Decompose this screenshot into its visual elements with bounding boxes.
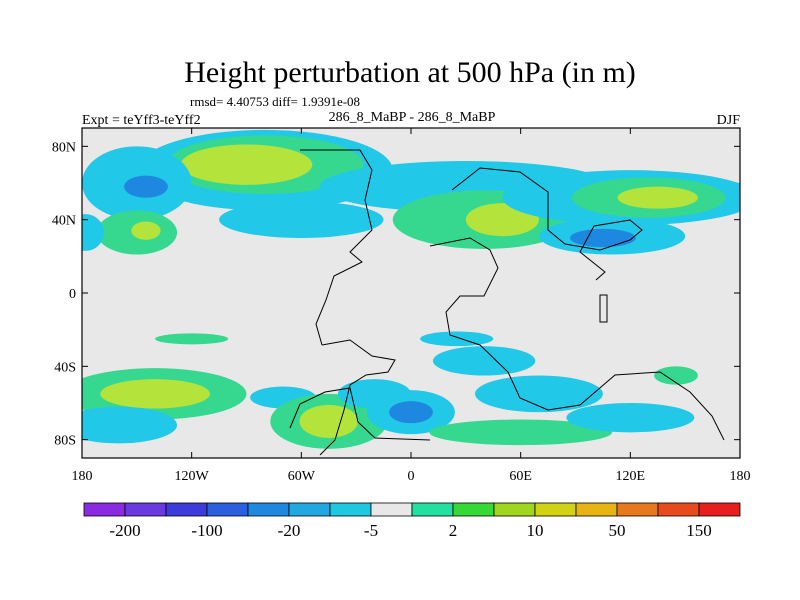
colorbar-label-4: 2 (449, 521, 458, 540)
colorbar-swatch-3 (206, 502, 249, 517)
colorbar-swatch-1 (124, 502, 167, 517)
colorbar-label-7: 150 (686, 521, 712, 540)
anomaly-region-20 (155, 333, 229, 345)
colorbar-swatch-8 (411, 502, 454, 517)
colorbar-swatch-9 (452, 502, 495, 517)
anomaly-region-14 (617, 186, 698, 209)
x-tick-label-1: 120W (175, 469, 210, 484)
colorbar-swatch-4 (247, 502, 290, 517)
anomaly-region-4 (124, 175, 168, 198)
y-axis: 80N 40N 0 40S 80S (52, 140, 740, 449)
x-tick-label-0: 180 (72, 469, 93, 484)
colorbar-label-5: 10 (527, 521, 544, 540)
x-tick-label-5: 120E (616, 469, 646, 484)
height-field (82, 129, 740, 449)
experiment-label: Expt = teYff3-teYff2 (82, 113, 201, 128)
x-tick-label-6: 180 (730, 469, 751, 484)
anomaly-region-5 (219, 201, 384, 239)
colorbar-swatch-10 (493, 502, 536, 517)
anomaly-region-26 (389, 401, 433, 424)
stats-line: rmsd= 4.40753 diff= 1.9391e-08 (190, 94, 360, 109)
colorbar-swatch-0 (83, 502, 126, 517)
anomaly-region-18 (100, 379, 210, 409)
x-tick-label-2: 60W (288, 469, 316, 484)
anomaly-region-7 (131, 221, 161, 240)
anomaly-region-8 (82, 214, 104, 251)
coastline-north-america (300, 149, 373, 346)
colorbar-swatch-6 (329, 502, 372, 517)
anomaly-region-16 (570, 228, 636, 248)
anomaly-region-23 (299, 404, 358, 438)
colorbar-label-6: 50 (609, 521, 626, 540)
y-tick-label-3: 40S (54, 360, 76, 375)
colorbar-swatch-11 (534, 502, 577, 517)
coastline-south-america (319, 339, 396, 456)
y-tick-label-4: 80S (54, 434, 76, 449)
anomaly-region-28 (420, 331, 494, 347)
anomaly-region-19 (82, 406, 178, 444)
colorbar-label-2: -20 (278, 521, 301, 540)
season-label: DJF (717, 113, 741, 128)
x-tick-label-3: 0 (408, 469, 415, 484)
colorbar-swatch-2 (165, 502, 208, 517)
anomaly-region-29 (474, 375, 603, 413)
y-tick-label-2: 0 (69, 287, 76, 302)
chart-title: Height perturbation at 500 hPa (in m) (184, 56, 636, 89)
anomaly-region-31 (654, 366, 698, 385)
colorbar-swatch-13 (616, 502, 659, 517)
anomaly-region-30 (429, 419, 613, 446)
coastline-island (599, 294, 608, 323)
coastline-eurasia (451, 167, 643, 281)
coastlines (289, 149, 725, 456)
coastline-antarctic-rim (289, 387, 431, 441)
colorbar-swatch-15 (698, 502, 741, 517)
center-label: 286_8_MaBP - 286_8_MaBP (329, 110, 496, 125)
colorbar-label-1: -100 (191, 521, 222, 540)
coastline-africa (429, 237, 725, 441)
y-tick-label-0: 80N (52, 140, 76, 155)
colorbar: -200 -100 -20 -5 2 10 50 150 (83, 502, 741, 540)
anomaly-region-32 (566, 403, 695, 433)
colorbar-swatch-5 (288, 502, 331, 517)
x-tick-label-4: 60E (509, 469, 532, 484)
x-axis: 180 120W 60W 0 60E 120E 180 (72, 128, 751, 484)
colorbar-label-0: -200 (109, 521, 140, 540)
colorbar-swatch-14 (657, 502, 700, 517)
anomaly-region-2 (180, 144, 313, 185)
colorbar-label-3: -5 (364, 521, 378, 540)
colorbar-swatch-7 (370, 502, 413, 517)
anomaly-region-27 (432, 346, 536, 376)
colorbar-swatch-12 (575, 502, 618, 517)
y-tick-label-1: 40N (52, 214, 76, 229)
